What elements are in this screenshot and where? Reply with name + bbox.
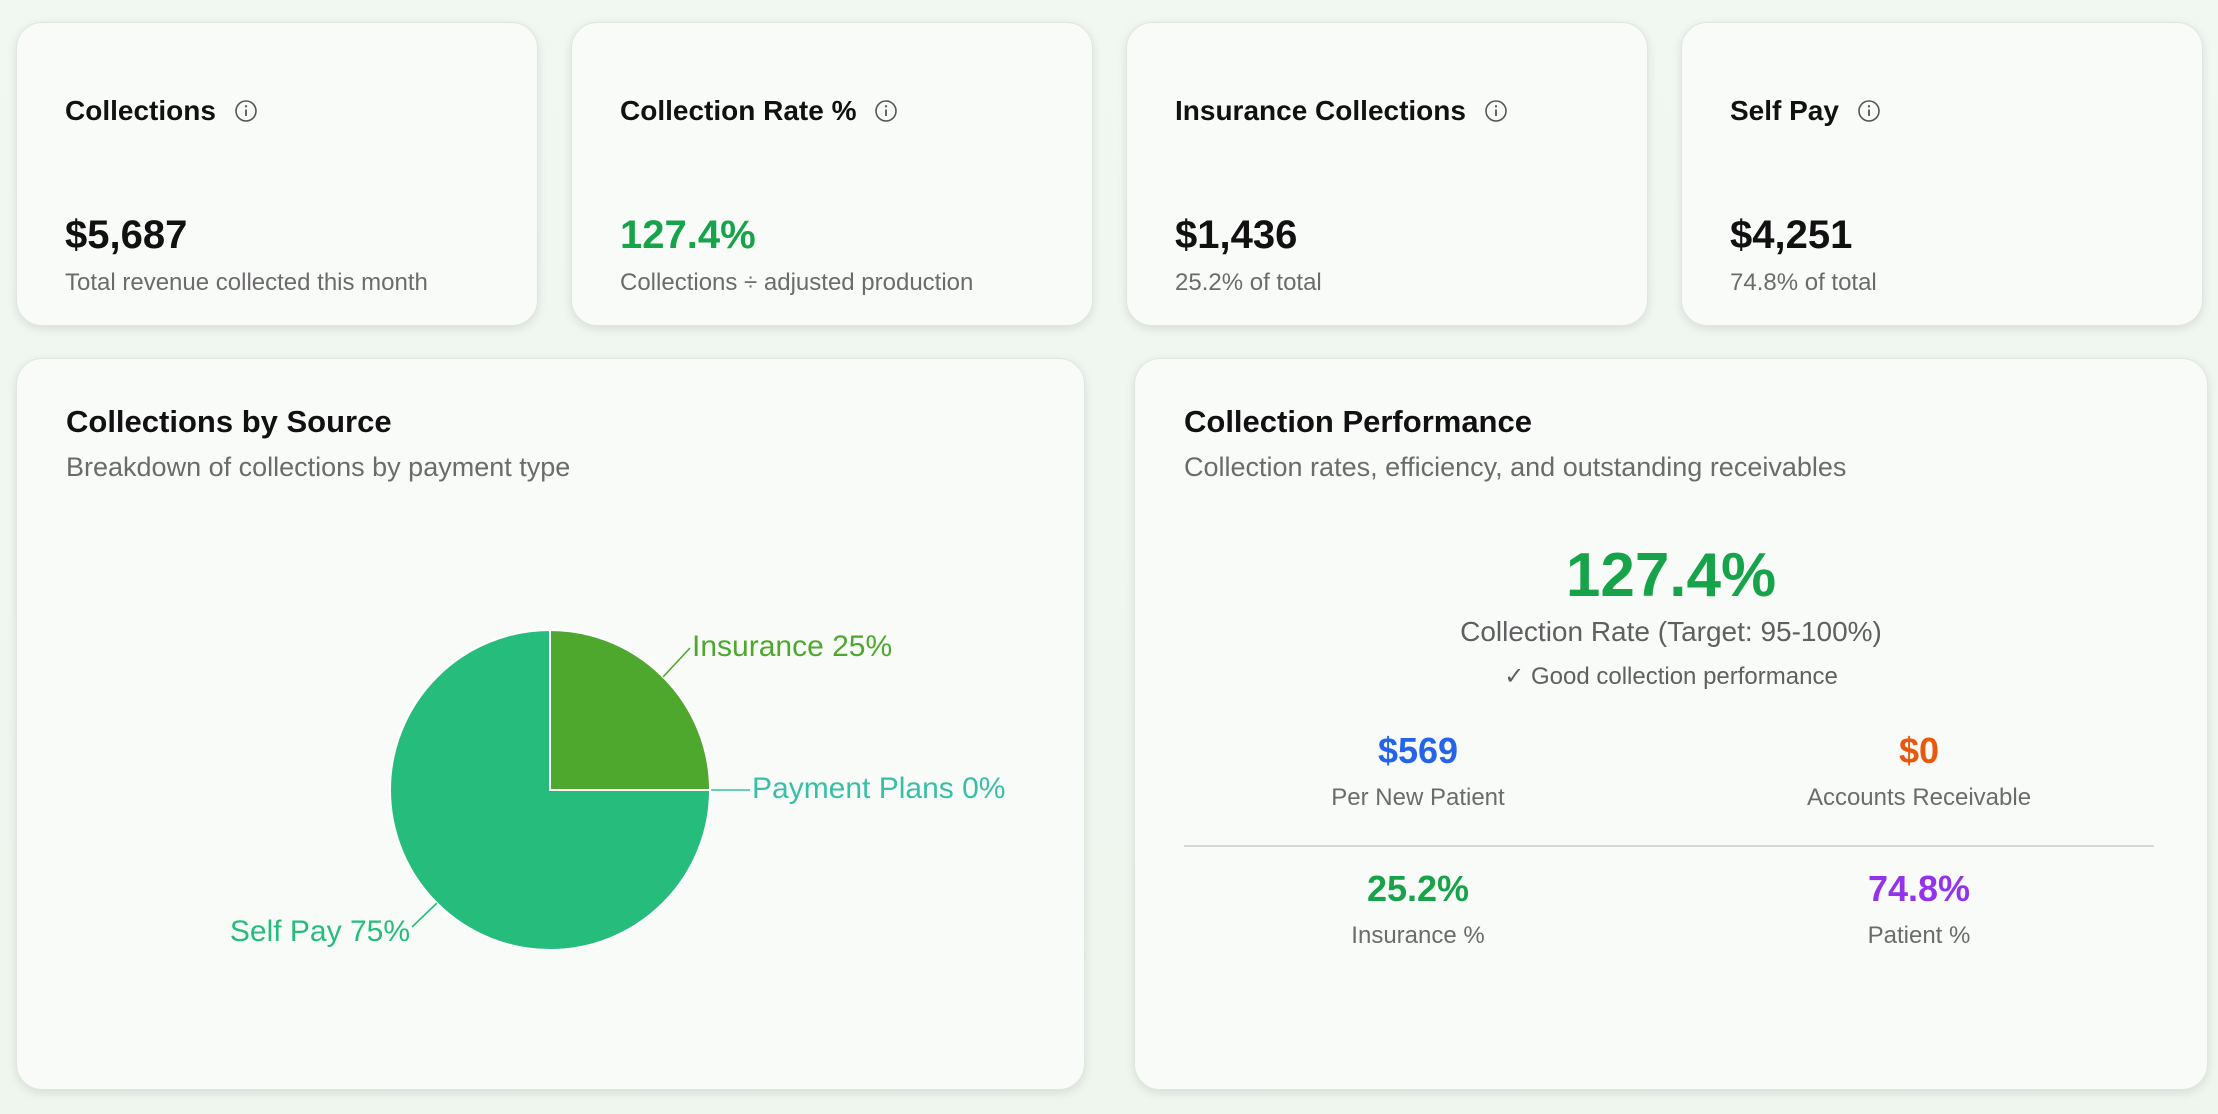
pie-leader-line [662,647,691,678]
kpi-title: Collection Rate % [620,95,857,126]
metrics-divider [1184,845,2154,847]
performance-status: ✓ Good collection performance [1504,663,1838,690]
metric-insurance-percent: 25.2% Insurance % [1208,868,1628,950]
kpi-value: $5,687 [65,213,188,257]
section-title: Collections by Source [66,404,392,439]
kpi-title: Self Pay [1730,95,1839,126]
pie-slice-label: Insurance 25% [692,630,892,663]
metric-value: 74.8% [1867,868,1971,909]
pie-slice-label: Payment Plans 0% [752,772,1005,805]
pie-slice-label: Self Pay 75% [230,915,410,948]
info-icon[interactable] [1484,99,1508,123]
metric-patient-percent: 74.8% Patient % [1709,868,2129,950]
metric-accounts-receivable: $0 Accounts Receivable [1709,730,2129,812]
kpi-card-collection-rate: Collection Rate % 127.4% Collections ÷ a… [571,22,1093,326]
section-subtitle: Collection rates, efficiency, and outsta… [1184,452,1847,482]
collection-performance-card [1134,358,2208,1090]
kpi-card-self-pay: Self Pay $4,251 74.8% of total [1681,22,2203,326]
metric-label: Accounts Receivable [1806,784,2032,811]
kpi-subtitle: Collections ÷ adjusted production [620,269,974,296]
pie-leader-line [411,902,438,928]
kpi-title-row: Collections [65,95,258,127]
metric-label: Insurance % [1351,922,1485,949]
kpi-value: $4,251 [1730,213,1853,257]
section-title: Collection Performance [1184,404,1532,439]
metric-label: Per New Patient [1331,784,1505,811]
kpi-subtitle: 74.8% of total [1730,269,1877,296]
kpi-title: Collections [65,95,216,126]
pie-slice[interactable] [549,628,712,791]
info-icon[interactable] [234,99,258,123]
kpi-title-row: Self Pay [1730,95,1881,127]
section-subtitle: Breakdown of collections by payment type [66,452,571,482]
kpi-value: $1,436 [1175,213,1298,257]
kpi-subtitle: 25.2% of total [1175,269,1322,296]
metric-value: $0 [1898,730,1940,771]
metric-value: 25.2% [1366,868,1470,909]
kpi-card-collections: Collections $5,687 Total revenue collect… [16,22,538,326]
kpi-subtitle: Total revenue collected this month [65,269,428,296]
kpi-title: Insurance Collections [1175,95,1466,126]
info-icon[interactable] [1857,99,1881,123]
kpi-title-row: Insurance Collections [1175,95,1508,127]
collection-rate-value: 127.4% [1565,541,1777,610]
info-icon[interactable] [874,99,898,123]
metric-label: Patient % [1867,922,1971,949]
metric-per-new-patient: $569 Per New Patient [1208,730,1628,812]
kpi-title-row: Collection Rate % [620,95,898,127]
collection-rate-label: Collection Rate (Target: 95-100%) [1460,616,1882,647]
kpi-card-insurance-collections: Insurance Collections $1,436 25.2% of to… [1126,22,1648,326]
kpi-value: 127.4% [620,213,756,257]
metric-value: $569 [1377,730,1459,771]
